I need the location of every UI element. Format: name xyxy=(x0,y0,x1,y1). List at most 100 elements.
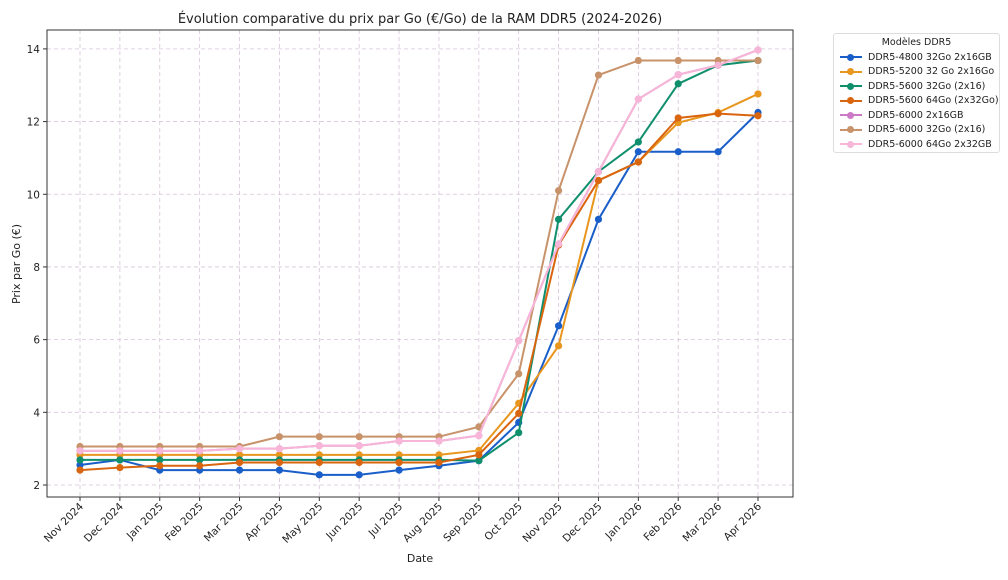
x-tick-label: Jul 2025 xyxy=(366,501,405,540)
data-point xyxy=(554,240,563,248)
data-point xyxy=(156,447,164,455)
data-point xyxy=(674,114,682,122)
data-point xyxy=(235,466,244,474)
x-tick-label: Apr 2025 xyxy=(243,501,286,544)
data-point xyxy=(116,456,124,464)
legend-item: DDR5-5600 64Go (2x32Go) xyxy=(840,94,999,109)
legend-label: DDR5-6000 64Go 2x32GB xyxy=(868,138,992,150)
x-tick-label: Aug 2025 xyxy=(401,501,445,545)
legend-label: DDR5-5600 64Go (2x32Go) xyxy=(868,95,999,107)
data-point xyxy=(435,451,443,459)
y-tick-label: 10 xyxy=(27,189,40,201)
data-point xyxy=(515,409,523,418)
series-1 xyxy=(76,90,762,459)
data-point xyxy=(594,71,603,79)
data-point xyxy=(515,370,523,378)
legend-item: DDR5-6000 2x16GB xyxy=(840,108,993,123)
data-point xyxy=(515,337,523,345)
data-point xyxy=(714,61,722,69)
legend: Modèles DDR5 DDR5-4800 32Go 2x16GB DDR5-5… xyxy=(833,33,1000,153)
y-tick-label: 14 xyxy=(27,44,41,56)
y-tick-label: 8 xyxy=(33,262,40,274)
series-line xyxy=(79,111,759,476)
data-point xyxy=(475,431,483,440)
data-point xyxy=(355,433,363,441)
series-4 xyxy=(76,46,762,455)
data-point xyxy=(196,462,204,470)
legend-swatch xyxy=(840,81,862,91)
data-point xyxy=(594,215,603,223)
data-point xyxy=(515,429,523,437)
data-point xyxy=(76,466,84,474)
legend-swatch xyxy=(840,52,862,62)
x-tick-label: Feb 2026 xyxy=(641,500,684,543)
data-point xyxy=(754,112,762,120)
data-point xyxy=(754,46,762,54)
legend-swatch xyxy=(840,67,862,77)
legend-swatch xyxy=(840,110,862,120)
y-tick-label: 2 xyxy=(33,480,40,492)
y-tick-label: 4 xyxy=(33,407,40,419)
legend-label: DDR5-4800 32Go 2x16GB xyxy=(868,51,992,63)
data-point xyxy=(275,445,284,453)
series-line xyxy=(80,59,758,448)
series-line xyxy=(80,49,759,452)
data-point xyxy=(594,168,603,176)
data-point xyxy=(235,451,244,459)
series-line xyxy=(79,112,759,472)
x-tick-label: May 2025 xyxy=(280,501,325,546)
data-point xyxy=(116,463,124,472)
x-tick-label: Feb 2025 xyxy=(163,501,206,544)
series-3 xyxy=(76,109,762,474)
legend-label: DDR5-5200 32 Go 2x16Go xyxy=(868,66,995,78)
data-point xyxy=(315,433,323,441)
y-axis-label: Prix par Go (€) xyxy=(10,224,23,304)
x-tick-label: Nov 2025 xyxy=(520,501,564,545)
x-tick-label: Jan 2025 xyxy=(124,501,166,543)
data-point xyxy=(395,466,403,474)
data-point xyxy=(634,95,642,103)
data-point xyxy=(76,456,84,464)
x-tick-label: Mar 2026 xyxy=(680,500,724,544)
y-tick-label: 6 xyxy=(33,335,40,347)
data-point xyxy=(475,457,483,465)
data-point xyxy=(475,451,483,459)
legend-label: DDR5-5600 32Go (2x16) xyxy=(868,80,986,92)
data-point xyxy=(395,458,403,467)
series-5 xyxy=(76,56,762,451)
series-line xyxy=(80,59,759,462)
x-tick-label: Oct 2025 xyxy=(482,501,525,544)
data-point xyxy=(395,437,403,445)
data-point xyxy=(475,423,483,431)
data-point xyxy=(235,445,244,453)
x-tick-label: Mar 2025 xyxy=(202,501,246,545)
series-line xyxy=(80,49,759,452)
plot-frame xyxy=(46,29,794,498)
data-point xyxy=(275,433,284,441)
data-point xyxy=(196,456,204,464)
data-point xyxy=(754,56,762,65)
data-point xyxy=(156,462,164,470)
data-point xyxy=(156,456,164,464)
x-tick-label: Jan 2026 xyxy=(603,500,645,542)
data-point xyxy=(634,148,642,156)
x-tick-label: Nov 2024 xyxy=(42,500,86,544)
legend-swatch xyxy=(840,96,862,106)
data-point xyxy=(275,466,284,474)
series-2 xyxy=(76,56,762,465)
series-6 xyxy=(76,46,762,455)
legend-title: Modèles DDR5 xyxy=(881,37,952,48)
data-point xyxy=(315,442,323,450)
legend-item: DDR5-4800 32Go 2x16GB xyxy=(840,50,993,65)
data-point xyxy=(435,458,443,467)
legend-item: DDR5-6000 64Go 2x32GB xyxy=(840,137,993,152)
data-point xyxy=(275,458,284,467)
legend-item: DDR5-6000 32Go (2x16) xyxy=(840,123,993,138)
data-point xyxy=(554,187,563,195)
series-line xyxy=(80,93,759,456)
data-point xyxy=(594,176,603,185)
data-point xyxy=(554,322,563,330)
data-point xyxy=(315,458,323,467)
data-point xyxy=(674,71,682,79)
